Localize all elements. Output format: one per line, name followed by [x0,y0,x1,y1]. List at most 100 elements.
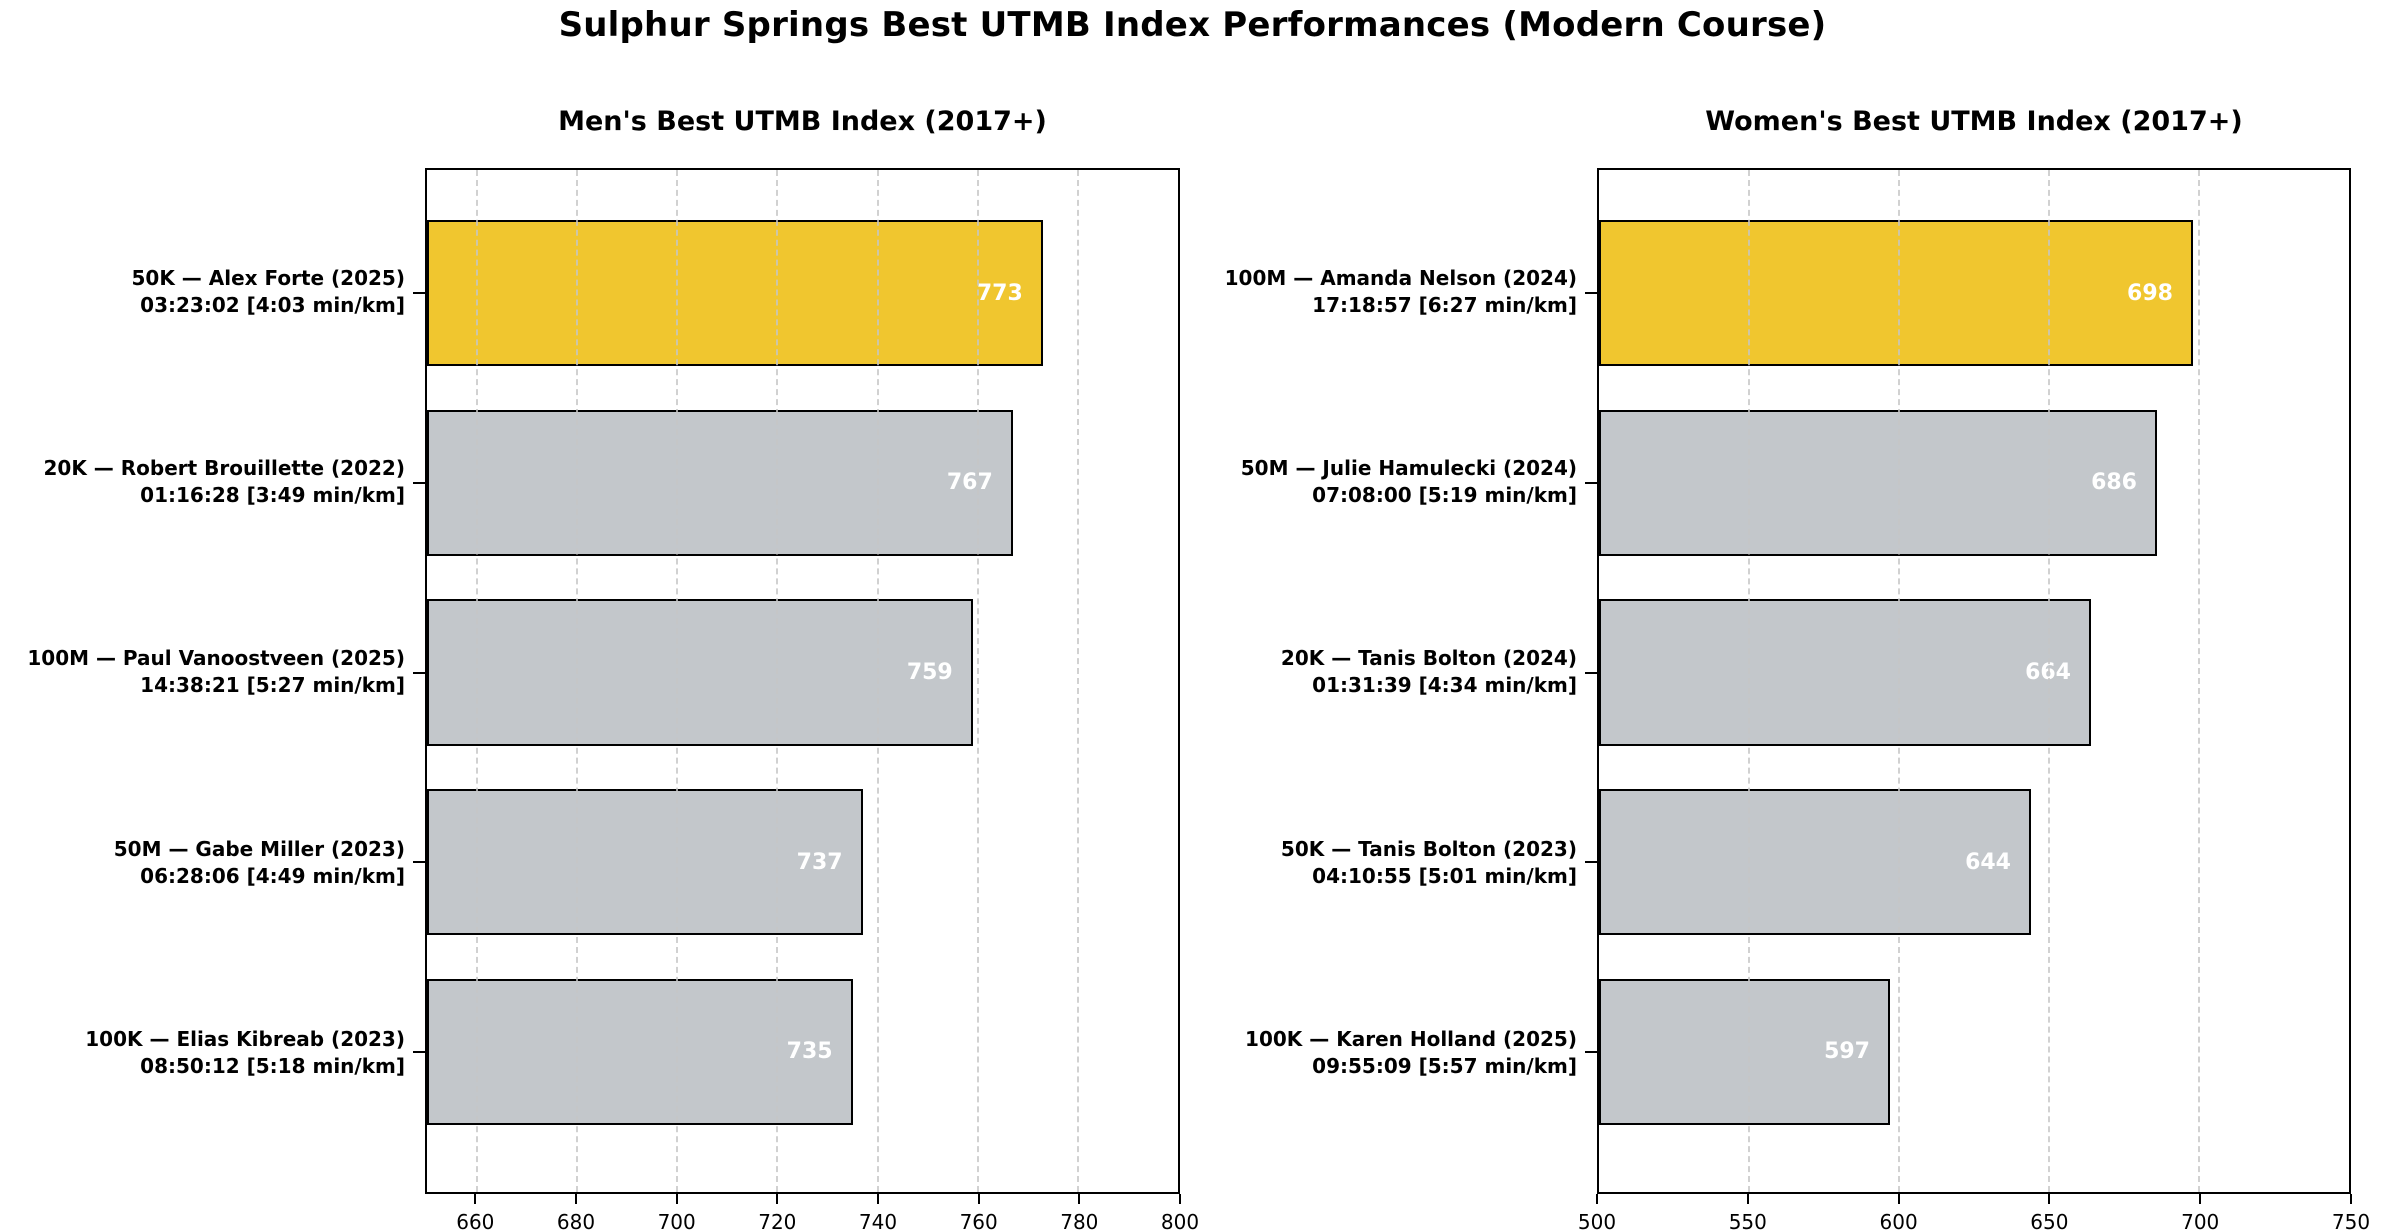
bar-value-label: 698 [2127,280,2173,306]
y-tick-mark [1585,481,1597,484]
y-tick-label-line2: 14:38:21 [5:27 min/km] [140,673,405,698]
bar-value-label: 735 [786,1039,833,1065]
bar-value-label: 759 [906,660,953,685]
y-tick-label-line2: 08:50:12 [5:18 min/km] [140,1054,405,1079]
bar-value-label: 737 [796,849,843,875]
y-tick-label: 100K — Elias Kibreab (2023) 08:50:12 [5:1… [85,1026,405,1080]
y-tick-mark [1585,1050,1597,1053]
y-tick-label: 100M — Amanda Nelson (2024) 17:18:57 [6:2… [1225,265,1577,319]
plot-area: 698 686 664 644 597 [1585,168,2351,1194]
y-tick-label-line2: 06:28:06 [4:49 min/km] [140,863,405,888]
bar-value-label: 597 [1824,1039,1870,1065]
y-tick-mark [413,292,425,295]
bar: 686 [1599,409,2157,556]
gridline [1898,170,1900,1192]
x-tick-label: 600 [1879,1210,1918,1230]
y-tick-label-line1: 100M — Paul Vanoostveen (2025) [27,646,405,671]
x-tick-label: 660 [456,1210,495,1230]
men-chart: Men's Best UTMB Index (2017+) 50K — Alex… [0,104,1199,1230]
y-tick-label-line2: 01:31:39 [4:34 min/km] [1312,673,1577,698]
y-tick-label-line1: 100K — Elias Kibreab (2023) [85,1027,405,1052]
x-tick-label: 680 [556,1210,596,1230]
x-tick-label: 500 [1577,1210,1617,1230]
y-tick-label-line2: 01:16:28 [3:49 min/km] [140,483,405,507]
y-tick-label: 100M — Paul Vanoostveen (2025) 14:38:21 [… [27,645,405,699]
y-tick-label-line2: 07:08:00 [5:19 min/km] [1312,483,1577,507]
x-tick-label: 750 [2331,1210,2371,1230]
bar: 759 [427,599,973,746]
gridline [2198,170,2200,1192]
gridline [2048,170,2050,1192]
y-tick-label-line1: 20K — Robert Brouillette (2022) [43,456,405,480]
y-tick-mark [1585,671,1597,674]
y-tick-label: 100K — Karen Holland (2025) 09:55:09 [5:5… [1245,1026,1577,1080]
y-tick-label: 50K — Alex Forte (2025) 03:23:02 [4:03 mi… [131,265,405,319]
y-tick-label-line2: 04:10:55 [5:01 min/km] [1312,863,1577,888]
y-tick-mark [1585,861,1597,864]
bar: 597 [1599,978,1890,1126]
x-axis: 500 550 600 650 700 750 [1578,1194,2370,1230]
gridline [876,170,879,1192]
x-tick-mark [2350,1194,2352,1204]
bar: 767 [427,409,1013,556]
y-tick-mark [413,481,425,484]
x-tick-mark [1746,1194,1749,1204]
x-tick-mark [675,1194,678,1204]
y-tick-label: 20K — Tanis Bolton (2024) 01:31:39 [4:34 … [1281,645,1577,699]
y-tick-mark [413,1050,425,1053]
women-chart: Women's Best UTMB Index (2017+) 100M — A… [1180,104,2370,1230]
y-tick-label-line2: 03:23:02 [4:03 min/km] [140,292,405,317]
x-tick-label: 760 [959,1210,998,1230]
x-tick-mark [877,1194,879,1204]
gridline [776,170,779,1192]
y-tick-label: 20K — Robert Brouillette (2022) 01:16:28 … [44,455,405,509]
x-tick-mark [474,1194,477,1204]
x-tick-label: 700 [2181,1210,2220,1230]
y-tick-label: 50M — Gabe Miller (2023) 06:28:06 [4:49 m… [114,836,405,890]
x-tick-mark [977,1194,980,1204]
chart-title: Men's Best UTMB Index (2017+) [558,106,1047,137]
plot-area: 773 767 759 737 735 [413,168,1180,1194]
bar-value-label: 767 [946,470,993,496]
y-tick-mark [1585,292,1597,295]
y-tick-label-line1: 50M — Julie Hamulecki (2024) [1240,456,1577,480]
x-tick-mark [776,1194,779,1204]
bar: 664 [1599,599,2091,746]
y-tick-label-line1: 50K — Alex Forte (2025) [131,265,405,290]
x-tick-label: 780 [1060,1210,1099,1230]
gridline [676,170,679,1192]
y-tick-label-line1: 20K — Tanis Bolton (2024) [1280,646,1577,671]
y-axis-labels: 50K — Alex Forte (2025) 03:23:02 [4:03 mi… [0,168,405,1194]
bar-value-label: 686 [2091,470,2137,496]
y-tick-label-line1: 100M — Amanda Nelson (2024) [1224,265,1577,290]
x-tick-mark [1078,1194,1081,1204]
y-axis-labels: 100M — Amanda Nelson (2024) 17:18:57 [6:2… [1180,168,1577,1194]
bar: 698 [1599,219,2193,367]
bar: 735 [427,978,853,1126]
x-tick-label: 720 [758,1210,797,1230]
y-tick-label-line1: 50M — Gabe Miller (2023) [113,836,405,861]
x-axis: 660 680 700 720 740 760 780 800 [425,1194,1199,1230]
y-tick-label-line2: 09:55:09 [5:57 min/km] [1312,1054,1577,1079]
y-tick-mark [413,671,425,674]
x-tick-mark [2048,1194,2051,1204]
gridline [576,170,579,1192]
y-tick-label-line2: 17:18:57 [6:27 min/km] [1312,292,1577,317]
bar-value-label: 644 [1965,849,2011,875]
x-tick-label: 700 [657,1210,696,1230]
x-tick-label: 550 [1728,1210,1767,1230]
x-tick-mark [1596,1194,1598,1204]
bar: 644 [1599,789,2031,936]
chart-title: Women's Best UTMB Index (2017+) [1705,106,2243,137]
bar: 737 [427,789,863,936]
x-tick-mark [1897,1194,1900,1204]
x-tick-mark [1179,1194,1181,1204]
x-tick-label: 650 [2030,1210,2069,1230]
y-tick-label: 50M — Julie Hamulecki (2024) 07:08:00 [5:… [1241,455,1577,509]
gridline [476,170,479,1192]
y-tick-label-line1: 100K — Karen Holland (2025) [1245,1027,1577,1052]
gridline [976,170,979,1192]
bar: 773 [427,219,1043,367]
figure-title: Sulphur Springs Best UTMB Index Performa… [558,5,1827,45]
